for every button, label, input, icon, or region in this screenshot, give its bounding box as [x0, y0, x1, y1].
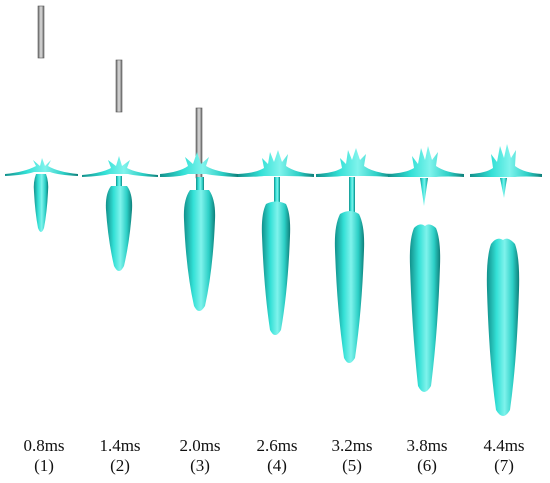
frame-label-1: 0.8ms (1) [14, 436, 74, 476]
frame-label-3: 2.0ms (3) [170, 436, 230, 476]
frame-5-cavity-body [334, 211, 365, 363]
frame-1-index: (1) [34, 456, 54, 475]
frame-2-neck [116, 176, 122, 186]
frame-1-time: 0.8ms [23, 436, 65, 455]
frame-4-time: 2.6ms [256, 436, 298, 455]
frame-4-cavity [238, 150, 314, 335]
frame-7-time: 4.4ms [483, 436, 525, 455]
frame-6-splash [388, 146, 464, 177]
frame-3-time: 2.0ms [179, 436, 221, 455]
frame-2-cavity-body [105, 186, 133, 271]
frame-label-5: 3.2ms (5) [322, 436, 382, 476]
frame-6-droplets [420, 178, 428, 206]
frame-3-index: (3) [190, 456, 210, 475]
frame-2-splash [82, 156, 158, 177]
frame-2-time: 1.4ms [99, 436, 141, 455]
frame-label-7: 4.4ms (7) [474, 436, 534, 476]
frame-5-index: (5) [342, 456, 362, 475]
frame-2-projectile [115, 59, 123, 113]
frame-7-droplets [500, 178, 507, 198]
frame-1-projectile [37, 5, 45, 59]
frame-1-cavity [5, 5, 78, 232]
frame-7-index: (7) [494, 456, 514, 475]
frame-7-cavity-body [486, 238, 520, 416]
frame-1-splash [5, 158, 78, 176]
frame-label-4: 2.6ms (4) [247, 436, 307, 476]
frame-1-cavity-body [33, 174, 49, 232]
frame-5-splash [316, 148, 392, 177]
frame-6-cavity-body [409, 224, 441, 392]
frame-5-time: 3.2ms [331, 436, 373, 455]
frame-3-splash [160, 152, 238, 177]
frame-2-cavity [82, 59, 158, 271]
frame-7-splash [470, 144, 542, 177]
frame-7-cavity [470, 144, 542, 416]
frame-5-neck [349, 177, 355, 212]
frame-3-cavity [160, 107, 238, 311]
frame-6-index: (6) [417, 456, 437, 475]
frame-label-2: 1.4ms (2) [90, 436, 150, 476]
frame-6-time: 3.8ms [406, 436, 448, 455]
frame-2-index: (2) [110, 456, 130, 475]
frame-4-cavity-body [261, 201, 291, 335]
frame-4-neck [274, 177, 280, 202]
frame-3-neck [196, 177, 204, 190]
frame-4-splash [238, 150, 314, 177]
frame-4-index: (4) [267, 456, 287, 475]
frame-3-cavity-body [183, 190, 216, 311]
frame-label-6: 3.8ms (6) [397, 436, 457, 476]
frame-5-cavity [316, 148, 392, 363]
frame-6-cavity [388, 146, 464, 392]
